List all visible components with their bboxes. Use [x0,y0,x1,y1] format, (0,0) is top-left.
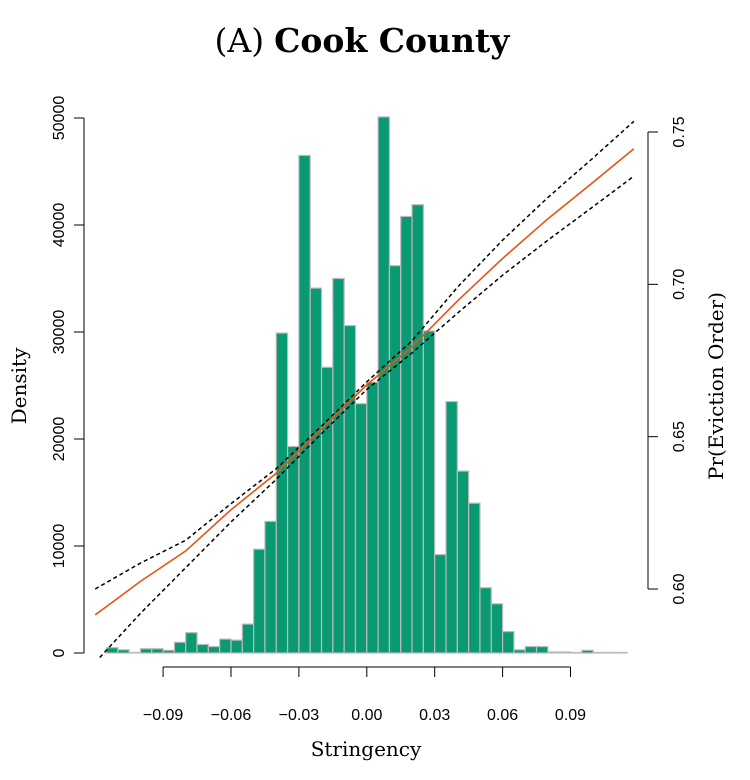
histogram-bar-40 [558,651,572,654]
histogram-bar-5 [162,649,176,654]
y-left-tick-label-0: 0 [51,648,68,657]
y-right-tick-label-1: 0.65 [671,421,688,452]
y-axis-left-label: Density [7,347,31,424]
y-left-tick-label-4: 40000 [51,203,68,248]
histogram-bar-34 [490,603,504,654]
histogram-bar-45 [615,651,628,654]
histogram-bar-23 [366,381,379,654]
histogram-bar-29 [434,553,447,654]
y-left-tick-label-2: 20000 [51,417,68,462]
histogram-bar-20 [332,277,345,654]
x-tick-label-5: 0.06 [487,707,518,724]
histogram-bar-28 [422,330,436,654]
histogram-bar-36 [513,649,526,654]
histogram-bar-44 [603,651,617,654]
chart-title-main: Cook County [274,21,510,60]
axes: −0.09 −0.06 −0.03 0.00 0.03 0.06 0.09 0 10000 200… [51,96,688,724]
histogram-bar-18 [309,287,323,654]
histogram-bar-0 [105,647,119,654]
histogram-bar-6 [173,641,187,654]
histogram-bar-3 [139,648,153,654]
chart-title-prefix: (A) [215,21,265,60]
histogram-bar-37 [524,645,538,654]
histogram-bar-15 [275,332,289,654]
histogram-bar-19 [320,366,334,654]
histogram-bar-4 [151,648,164,654]
x-tick-label-1: −0.06 [211,707,252,724]
histogram-bar-10 [219,638,232,654]
histogram-bar-30 [445,400,458,654]
histogram-bar-33 [479,587,492,654]
histogram-bar-21 [343,324,357,654]
y-left-tick-label-5: 50000 [51,96,68,141]
y-axis-right-label: Pr(Eviction Order) [704,292,728,480]
histogram-bar-35 [501,630,515,654]
ci-lower-line [99,175,635,659]
x-axis-label: Stringency [311,737,422,761]
histogram-bar-9 [207,645,221,654]
histogram-bar-43 [592,651,606,654]
histogram-bar-2 [128,651,142,654]
x-tick-label-0: −0.09 [143,707,184,724]
y-right-tick-label-2: 0.70 [671,269,688,300]
histogram-bar-27 [411,204,424,654]
histogram-bar-22 [354,403,368,654]
histogram-bar-8 [196,643,209,654]
histogram-bar-41 [569,651,583,654]
x-tick-label-4: 0.03 [419,707,450,724]
histogram-bar-38 [535,645,549,654]
histogram-bar-7 [185,632,198,654]
histogram-bar-12 [241,623,255,654]
histogram-bar-31 [456,470,470,654]
x-tick-label-6: 0.09 [555,707,586,724]
histogram-bar-32 [468,502,481,654]
ci-upper-line [94,120,635,590]
histogram-bar-17 [298,154,311,654]
histogram-bars [105,116,628,654]
histogram-bar-42 [581,649,594,654]
histogram-bar-13 [253,548,266,654]
histogram-bar-1 [117,649,130,654]
x-tick-label-3: 0.00 [351,707,382,724]
histogram-bar-39 [547,651,560,654]
x-tick-label-2: −0.03 [279,707,320,724]
y-left-tick-label-1: 10000 [51,524,68,569]
fit-line [94,148,635,616]
regression-lines [94,120,635,659]
histogram-bar-11 [230,639,243,654]
histogram-bar-14 [264,520,277,654]
histogram-bar-25 [388,265,402,654]
y-left-tick-label-3: 30000 [51,310,68,355]
y-right-tick-label-3: 0.75 [671,116,688,147]
chart-title: (A) Cook County [215,21,511,60]
y-right-tick-label-0: 0.60 [671,573,688,604]
histogram-bar-16 [286,445,300,654]
histogram-bar-24 [377,116,391,654]
histogram-bar-26 [400,215,413,654]
